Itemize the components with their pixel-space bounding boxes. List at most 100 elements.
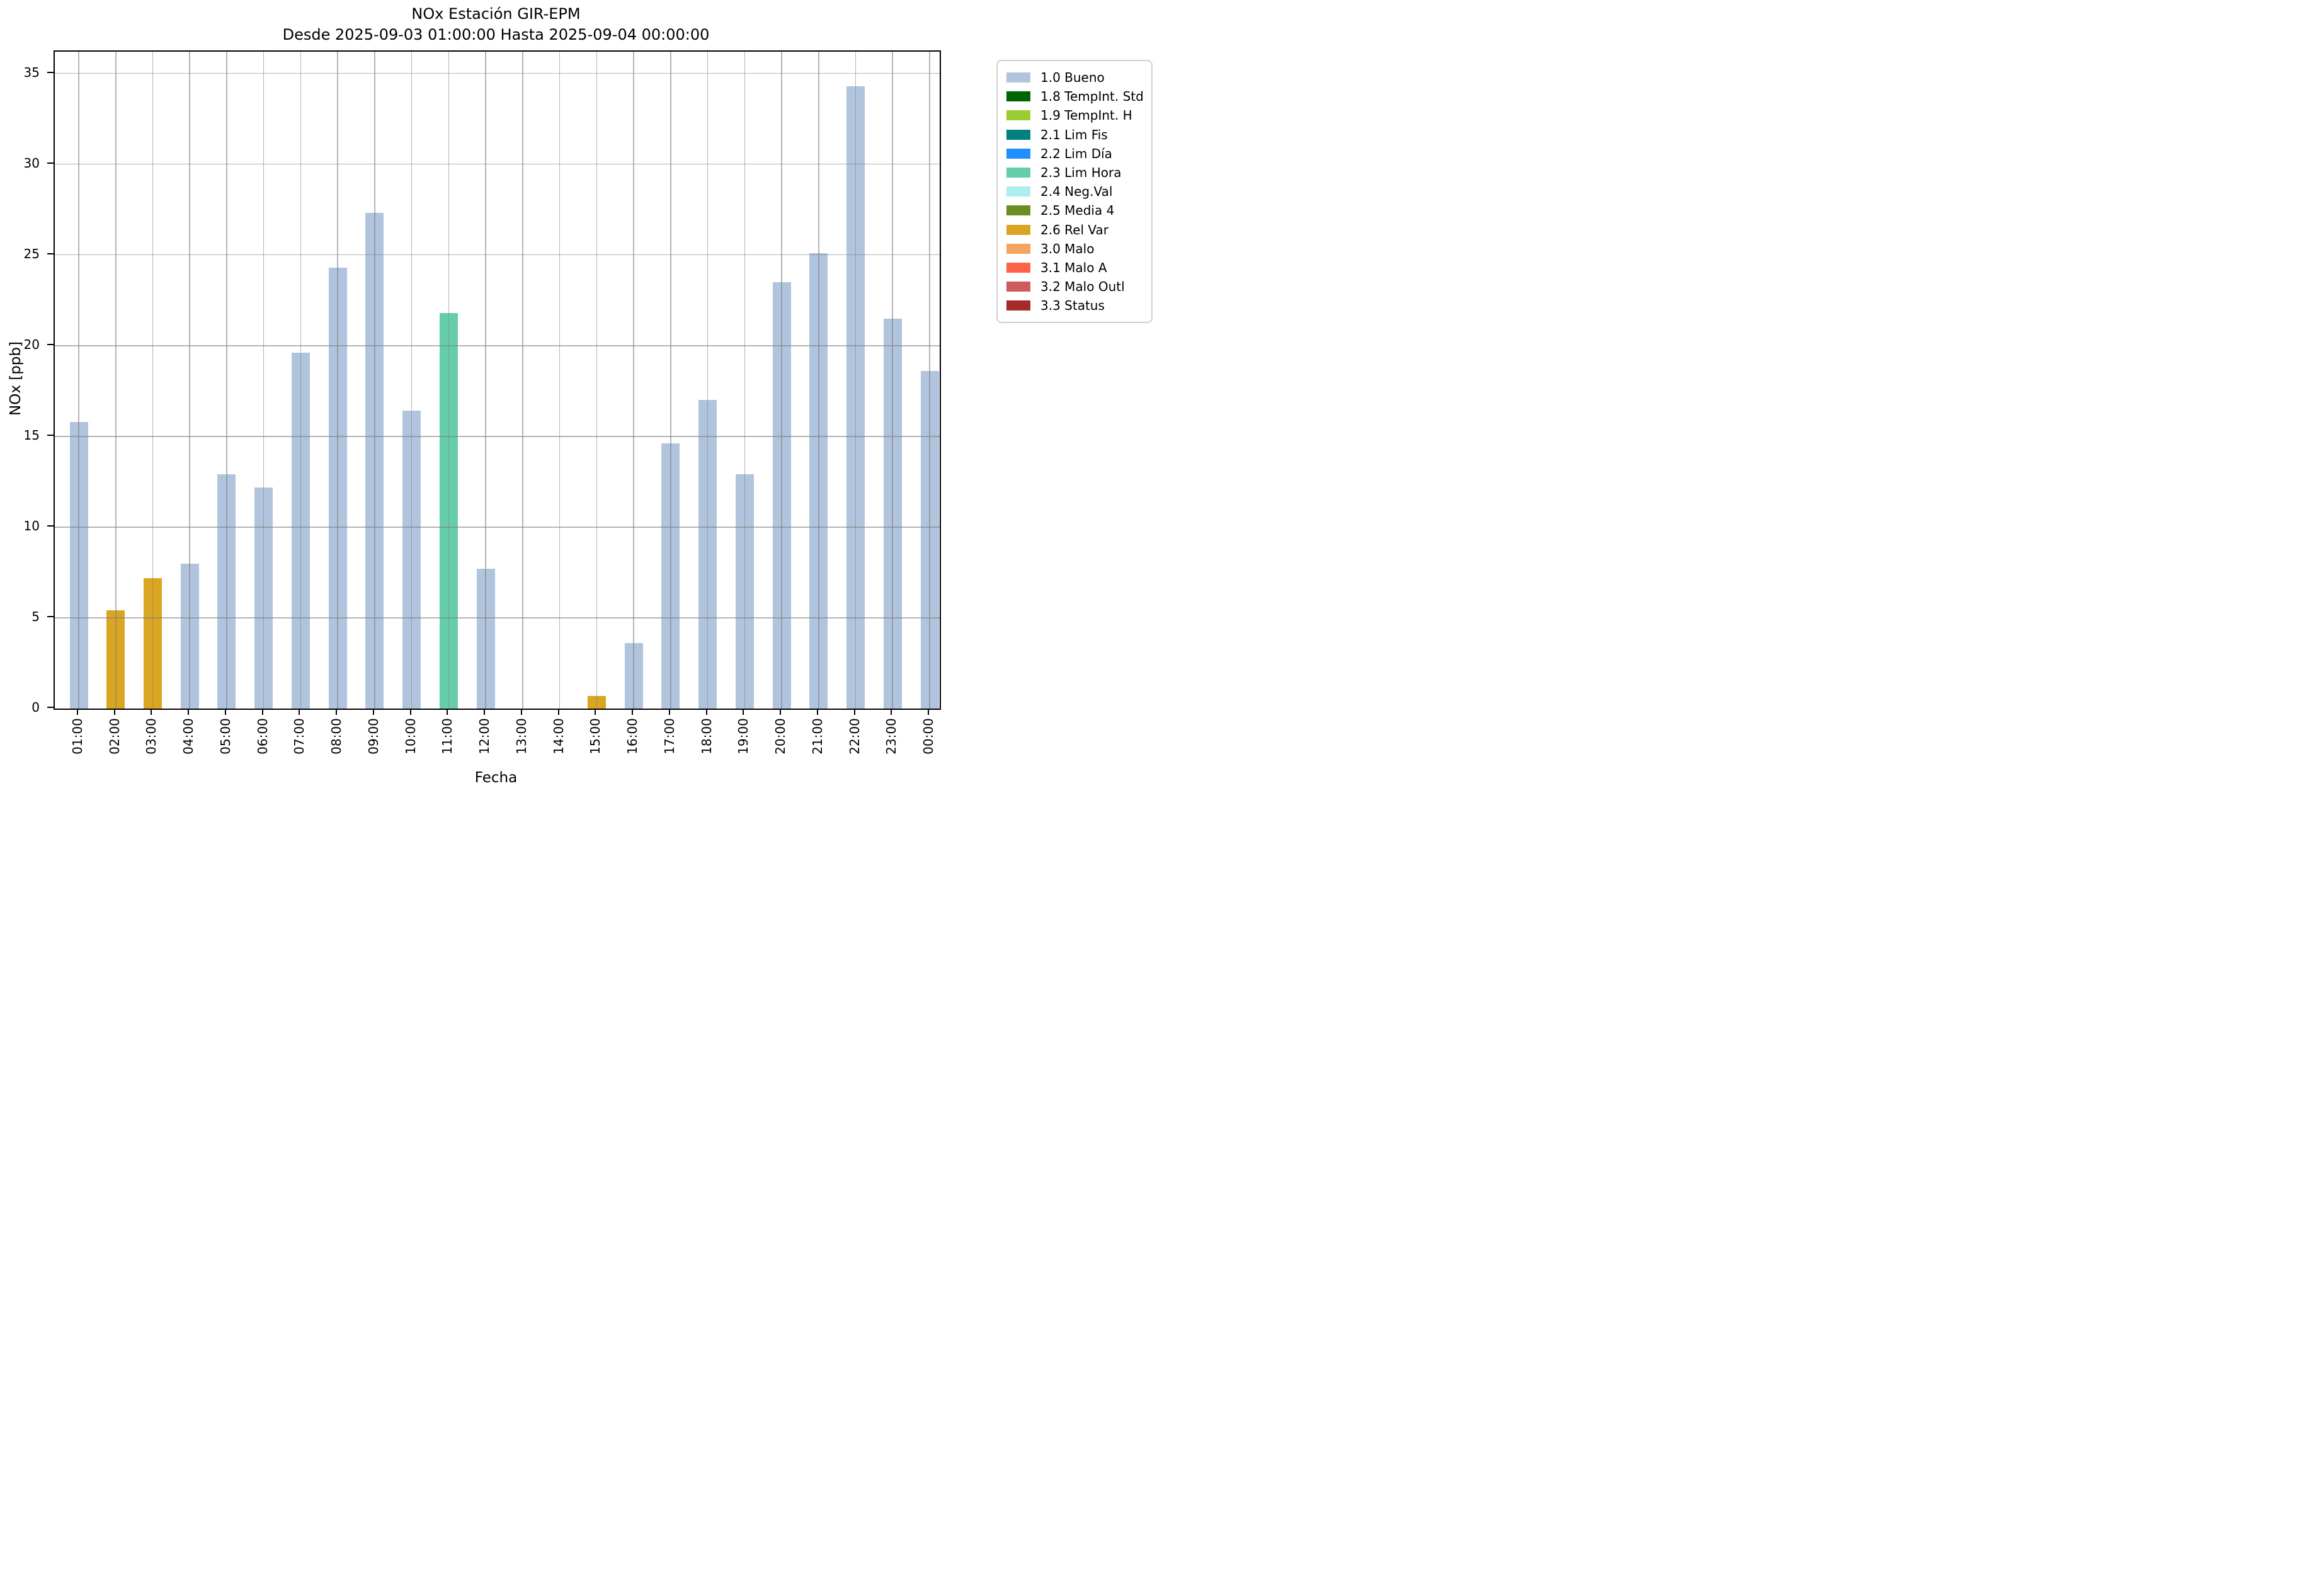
x-tick-label: 08:00	[329, 718, 345, 755]
legend-swatch-icon	[1006, 262, 1030, 273]
legend-label: 2.4 Neg.Val	[1040, 184, 1113, 200]
y-tick-label: 30	[23, 155, 40, 171]
y-tick-label: 0	[31, 700, 40, 715]
legend-row: 2.5 Media 4	[1006, 201, 1142, 220]
y-tick-label: 35	[23, 64, 40, 80]
legend-label: 3.0 Malo	[1040, 241, 1095, 256]
legend-swatch-icon	[1006, 91, 1030, 102]
legend-label: 1.9 TempInt. H	[1040, 108, 1132, 123]
legend-row: 1.0 Bueno	[1006, 68, 1142, 87]
x-tick-label: 01:00	[70, 718, 85, 755]
legend-label: 1.8 TempInt. Std	[1040, 89, 1144, 105]
legend-box: 1.0 Bueno 1.8 TempInt. Std 1.9 TempInt. H 2…	[996, 60, 1153, 324]
legend-swatch-icon	[1006, 110, 1030, 121]
x-tick-label: 11:00	[440, 718, 455, 755]
x-tick-mark	[632, 709, 634, 715]
vertical-gridline	[670, 52, 671, 709]
y-tick-label: 25	[23, 246, 40, 261]
vertical-gridline	[448, 52, 450, 709]
x-tick-label: 17:00	[661, 718, 677, 755]
x-tick-label: 19:00	[736, 718, 751, 755]
y-tick-label: 10	[23, 518, 40, 533]
x-tick-label: 18:00	[698, 718, 714, 755]
vertical-gridline	[633, 52, 634, 709]
legend-label: 1.0 Bueno	[1040, 70, 1105, 86]
vertical-gridline	[226, 52, 227, 709]
x-tick-label: 06:00	[254, 718, 270, 755]
horizontal-gridline	[55, 345, 940, 346]
x-tick-mark	[299, 709, 300, 715]
legend-swatch-icon	[1006, 129, 1030, 140]
horizontal-gridline	[55, 527, 940, 528]
y-tick-mark	[47, 434, 54, 436]
x-tick-mark	[113, 709, 115, 715]
vertical-gridline	[596, 52, 598, 709]
x-tick-label: 05:00	[217, 718, 233, 755]
legend-row: 2.1 Lim Fis	[1006, 125, 1142, 144]
legend-label: 3.3 Status	[1040, 298, 1105, 314]
x-tick-mark	[188, 709, 190, 715]
x-tick-label: 15:00	[588, 718, 603, 755]
x-tick-label: 02:00	[106, 718, 122, 755]
vertical-gridline	[337, 52, 338, 709]
vertical-gridline	[707, 52, 709, 709]
legend-row: 3.2 Malo Outl	[1006, 277, 1142, 296]
vertical-gridline	[781, 52, 782, 709]
vertical-gridline	[818, 52, 819, 709]
y-axis-title: NOx [ppb]	[8, 341, 24, 416]
x-tick-mark	[484, 709, 486, 715]
legend-label: 3.2 Malo Outl	[1040, 279, 1125, 295]
x-tick-label: 04:00	[181, 718, 197, 755]
x-tick-label: 09:00	[365, 718, 381, 755]
legend-label: 3.1 Malo A	[1040, 259, 1107, 275]
legend-row: 1.8 TempInt. Std	[1006, 87, 1144, 106]
vertical-gridline	[892, 52, 894, 709]
y-tick-mark	[47, 707, 54, 708]
vertical-gridline	[152, 52, 154, 709]
legend-row: 2.6 Rel Var	[1006, 220, 1142, 239]
vertical-gridline	[115, 52, 117, 709]
plot-area	[54, 50, 941, 710]
legend-swatch-icon	[1006, 243, 1030, 254]
y-tick-label: 5	[31, 608, 40, 624]
x-tick-mark	[928, 709, 930, 715]
vertical-gridline	[855, 52, 857, 709]
x-tick-label: 23:00	[884, 718, 899, 755]
x-tick-mark	[595, 709, 596, 715]
x-tick-label: 10:00	[402, 718, 418, 755]
vertical-gridline	[559, 52, 561, 709]
vertical-gridline	[485, 52, 486, 709]
legend-swatch-icon	[1006, 148, 1030, 159]
chart-title-line2: Desde 2025-09-03 01:00:00 Hasta 2025-09-…	[282, 26, 710, 43]
x-tick-mark	[77, 709, 78, 715]
x-tick-mark	[891, 709, 892, 715]
vertical-gridline	[411, 52, 413, 709]
vertical-gridline	[744, 52, 746, 709]
legend-label: 2.6 Rel Var	[1040, 222, 1108, 237]
legend-swatch-icon	[1006, 224, 1030, 235]
x-tick-mark	[520, 709, 522, 715]
y-tick-label: 20	[23, 336, 40, 352]
legend-row: 3.0 Malo	[1006, 239, 1142, 258]
horizontal-gridline	[55, 163, 940, 165]
vertical-gridline	[929, 52, 930, 709]
y-tick-mark	[47, 615, 54, 617]
x-tick-label: 21:00	[809, 718, 825, 755]
x-tick-label: 00:00	[921, 718, 937, 755]
legend-row: 3.3 Status	[1006, 296, 1142, 315]
legend-swatch-icon	[1006, 168, 1030, 178]
chart-page: NOx Estación GIR-EPM Desde 2025-09-03 01…	[0, 0, 1160, 798]
legend-row: 3.1 Malo A	[1006, 258, 1142, 277]
x-tick-label: 14:00	[550, 718, 566, 755]
x-tick-mark	[224, 709, 226, 715]
x-tick-mark	[447, 709, 448, 715]
legend-swatch-icon	[1006, 186, 1030, 197]
x-tick-mark	[705, 709, 707, 715]
legend-label: 2.1 Lim Fis	[1040, 127, 1108, 142]
legend-swatch-icon	[1006, 282, 1030, 292]
vertical-gridline	[263, 52, 265, 709]
x-axis-title: Fecha	[474, 770, 518, 786]
vertical-gridline	[374, 52, 375, 709]
x-tick-label: 13:00	[513, 718, 529, 755]
y-tick-mark	[47, 71, 54, 73]
